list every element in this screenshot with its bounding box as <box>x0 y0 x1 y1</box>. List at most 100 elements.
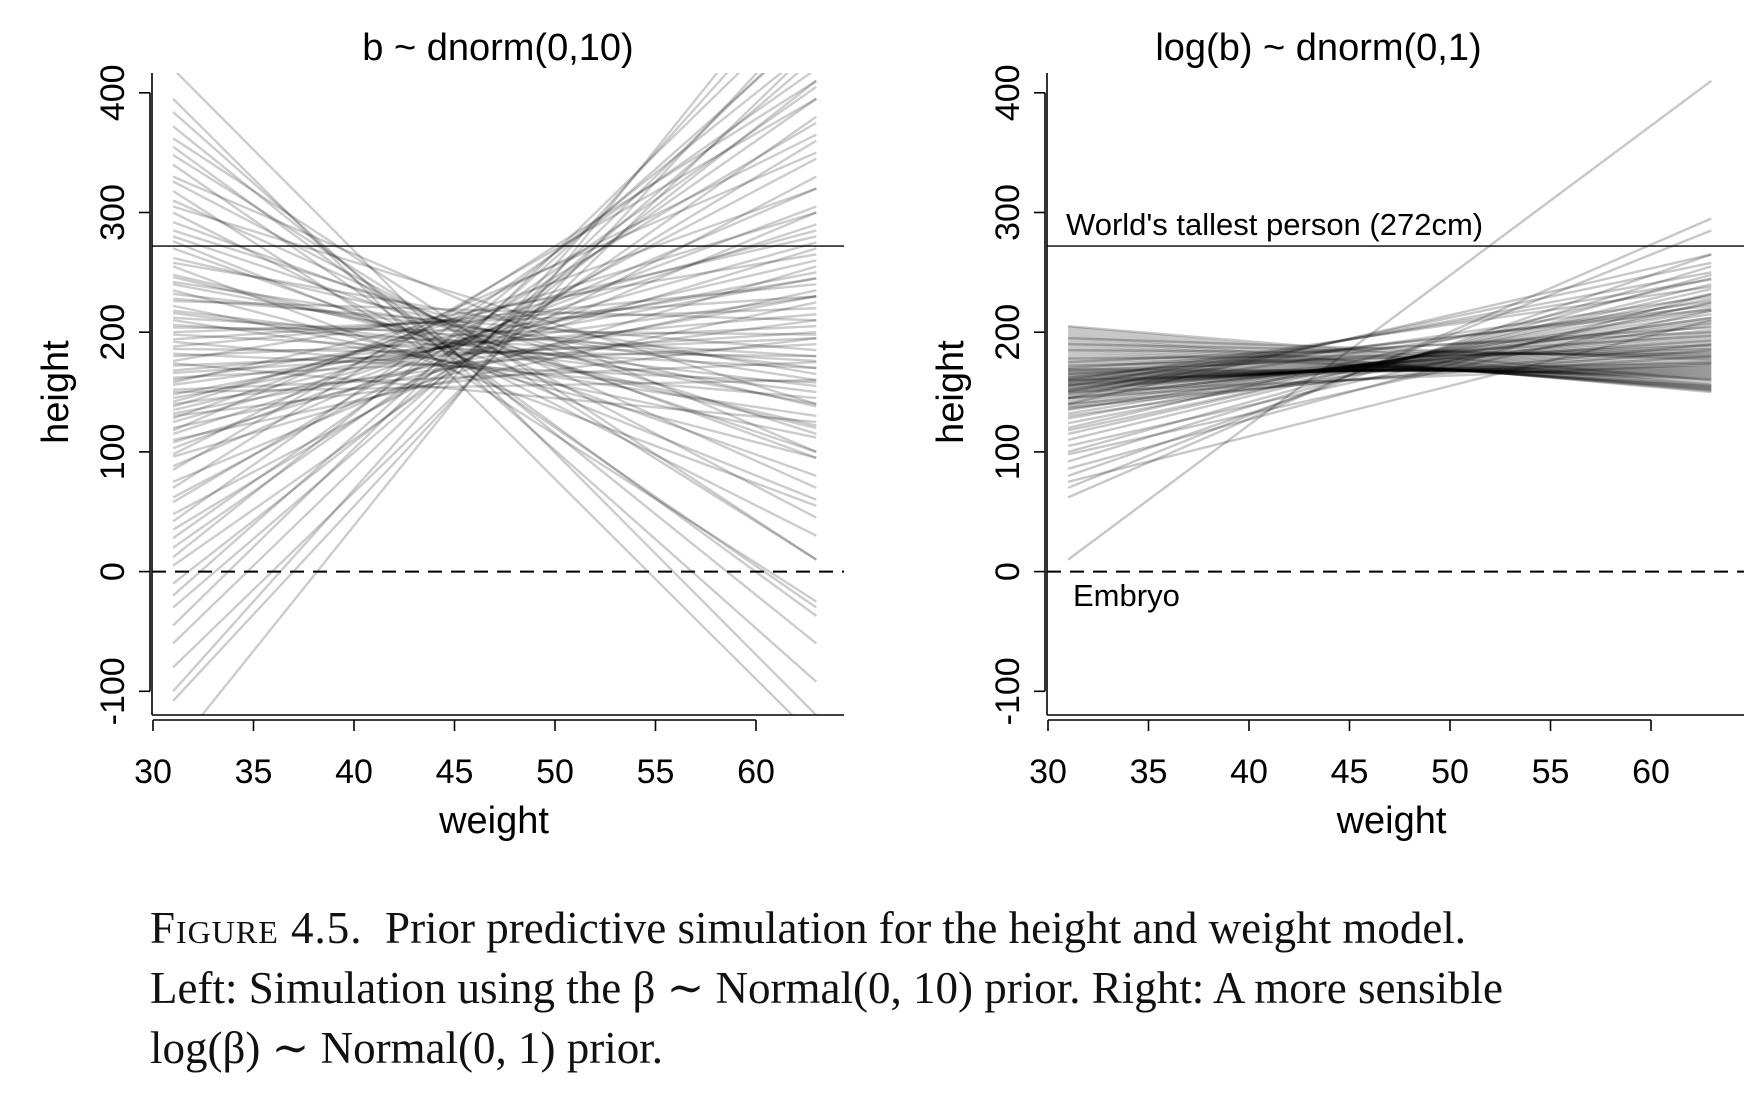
series-line-52 <box>172 97 794 715</box>
series-line-91 <box>173 336 817 367</box>
series-line-88 <box>173 323 817 363</box>
x-axis-label: weight <box>1336 800 1447 842</box>
series-line-33 <box>1068 364 1712 377</box>
series-line-84 <box>172 261 817 376</box>
series-line-35 <box>1068 366 1712 375</box>
series-line-18 <box>173 326 817 336</box>
caption-line-1: Figure 4.5. Prior predictive simulation … <box>150 898 1670 958</box>
series-line-42 <box>1068 359 1712 378</box>
series-line-71 <box>1068 334 1712 376</box>
series-line-36 <box>1068 368 1712 373</box>
x-tick-label: 35 <box>235 753 273 791</box>
series-line-65 <box>172 235 817 384</box>
series-line-11 <box>1067 309 1712 412</box>
series-line-37 <box>172 265 817 458</box>
series-line-67 <box>172 211 817 408</box>
x-tick-label: 50 <box>536 753 574 791</box>
series-line-10 <box>1067 307 1712 415</box>
series-line-26 <box>1068 350 1712 385</box>
y-tick-label: 100 <box>989 424 1027 481</box>
series-line-46 <box>172 73 800 609</box>
series-line-74 <box>172 121 817 504</box>
series-line-8 <box>172 247 817 477</box>
series-line-24 <box>1068 345 1712 388</box>
series-line-58 <box>172 283 817 406</box>
series-line-86 <box>173 299 817 322</box>
embryo-label: Embryo <box>1073 578 1180 613</box>
series-line-21 <box>173 347 817 358</box>
series-line-59 <box>172 292 817 370</box>
series-line-50 <box>1068 340 1712 390</box>
series-line-85 <box>1067 287 1712 436</box>
series-line-53 <box>172 125 818 645</box>
series-line-23 <box>172 362 817 424</box>
chart-title: b ~ dnorm(0,10) <box>362 27 633 69</box>
series-line-1 <box>1067 217 1712 499</box>
series-line-95 <box>172 295 817 415</box>
series-line-62 <box>172 283 817 348</box>
y-tick-label: 0 <box>989 562 1027 581</box>
series-line-75 <box>1068 351 1712 360</box>
y-tick-label: -100 <box>989 657 1027 725</box>
y-tick-label: 0 <box>94 562 132 581</box>
series-line-58 <box>1067 253 1712 406</box>
series-line-19 <box>1067 333 1712 394</box>
series-line-47 <box>172 73 765 645</box>
x-tick-label: 60 <box>737 753 775 791</box>
series-line-83 <box>1067 342 1712 409</box>
series-line-5 <box>172 189 817 603</box>
series-line-6 <box>172 211 817 537</box>
series-line-43 <box>172 97 817 549</box>
y-axis-label: height <box>35 340 77 444</box>
series-line-43 <box>1068 357 1712 379</box>
y-axis-label: height <box>930 340 972 444</box>
series-line-32 <box>172 241 817 424</box>
series-line-78 <box>1068 336 1712 361</box>
series-line-16 <box>1067 325 1712 400</box>
series-line-3 <box>1067 253 1712 477</box>
y-tick-label: 300 <box>94 184 132 241</box>
series-line-17 <box>1067 328 1712 399</box>
series-line-34 <box>1068 365 1712 376</box>
series-line-16 <box>172 311 817 394</box>
series-line-17 <box>172 319 817 418</box>
series-line-87 <box>1067 309 1712 456</box>
series-line-79 <box>172 73 741 627</box>
series-line-20 <box>172 340 817 400</box>
series-line-81 <box>172 180 817 519</box>
series-line-41 <box>1068 362 1712 377</box>
x-tick-label: 55 <box>1532 753 1570 791</box>
series-line-12 <box>172 280 817 382</box>
x-axis-label: weight <box>438 800 549 842</box>
series-line-25 <box>1068 347 1712 387</box>
series-line-30 <box>172 259 817 412</box>
series-line-69 <box>172 151 817 432</box>
series-line-48 <box>172 73 790 669</box>
series-line-11 <box>172 273 817 427</box>
series-line-44 <box>1068 354 1712 381</box>
series-line-75 <box>172 73 813 523</box>
series-line-64 <box>1067 299 1712 396</box>
series-line-63 <box>1067 295 1712 391</box>
x-tick-label: 30 <box>134 753 172 791</box>
series-line-86 <box>1067 301 1712 448</box>
series-line-57 <box>1067 325 1712 382</box>
series-line-29 <box>172 319 817 406</box>
x-tick-label: 40 <box>335 753 373 791</box>
series-line-77 <box>1068 342 1712 359</box>
y-tick-label: 100 <box>94 424 132 481</box>
series-line-68 <box>1067 322 1712 418</box>
series-line-2 <box>172 145 818 617</box>
series-line-69 <box>1068 326 1712 370</box>
series-line-82 <box>172 205 817 406</box>
x-tick-label: 45 <box>436 753 474 791</box>
left-panel: 30 35 40 45 50 55 60 -100 0 100 200 300 400 b ~ dnorm… <box>35 27 844 842</box>
series-line-90 <box>173 352 817 384</box>
series-line-52 <box>1067 335 1712 393</box>
series-line-71 <box>172 133 817 456</box>
y-tick-label: 400 <box>94 64 132 121</box>
series-line-30 <box>1068 359 1712 381</box>
caption-text-1: Prior predictive simulation for the heig… <box>385 903 1467 953</box>
series-line-35 <box>172 301 817 442</box>
series-line-65 <box>1067 304 1712 384</box>
